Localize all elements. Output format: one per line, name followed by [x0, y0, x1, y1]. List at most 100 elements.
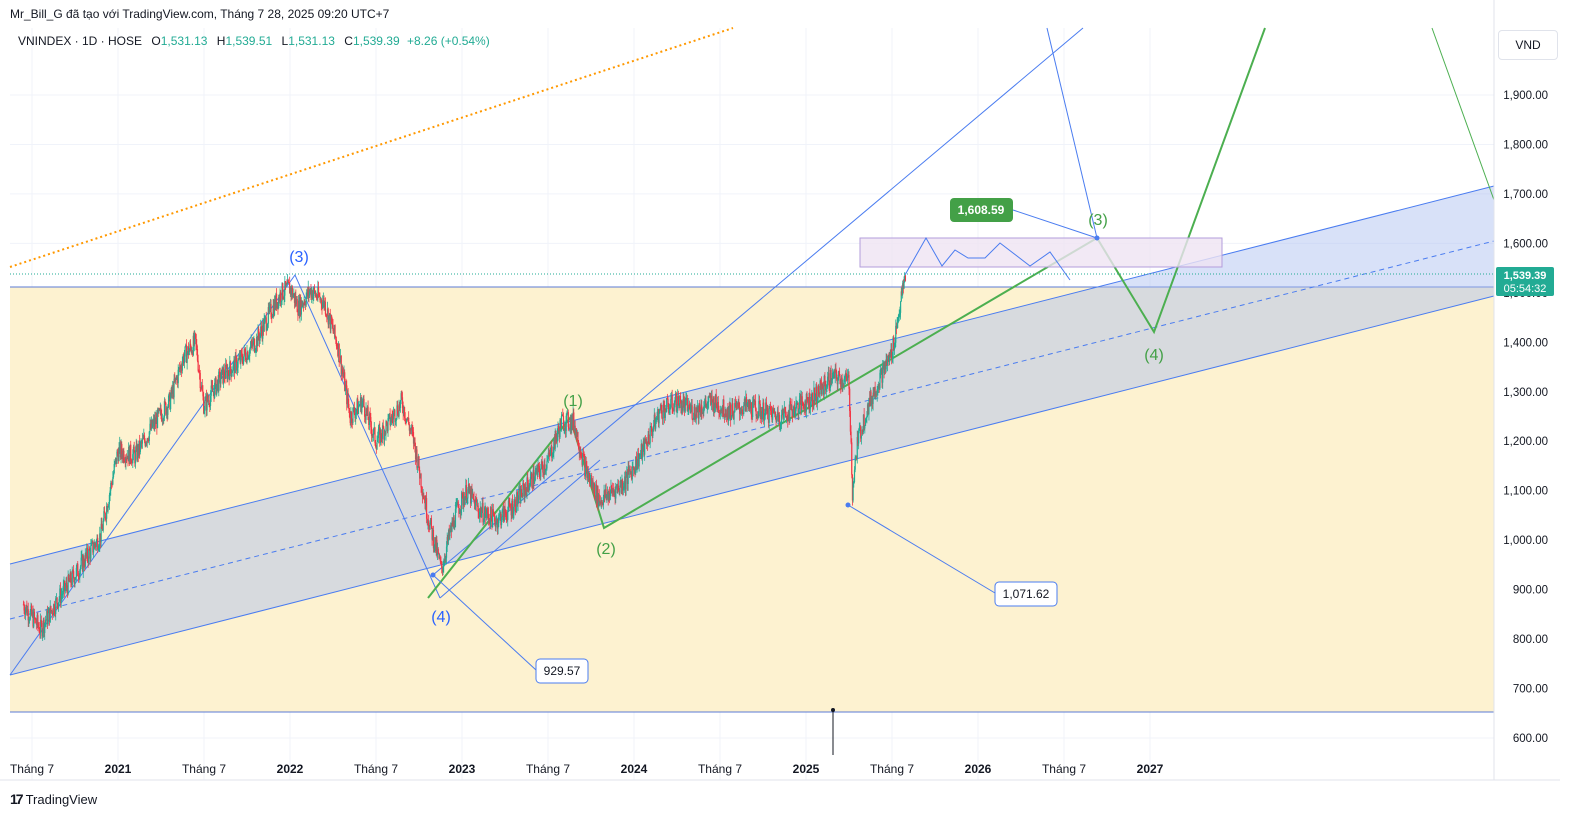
candle-body: [608, 492, 610, 501]
candle-body: [519, 487, 521, 504]
label-929-box[interactable]: 929.57: [535, 658, 589, 684]
candle-body: [875, 394, 878, 396]
candle-body: [655, 418, 657, 420]
candle-body: [219, 371, 221, 384]
candle-body: [666, 397, 668, 412]
candle-body: [254, 351, 256, 353]
candle-body: [513, 504, 515, 514]
candle-body: [311, 290, 313, 300]
candle-body: [863, 414, 865, 429]
candle-body: [677, 396, 679, 409]
candle-body: [166, 408, 168, 415]
symbol-legend[interactable]: VNINDEX · 1D · HOSE O1,531.13 H1,539.51 …: [18, 34, 490, 48]
candle-body: [61, 594, 63, 596]
candle-body: [53, 604, 55, 616]
label-1608-box[interactable]: 1,608.59: [950, 198, 1013, 222]
candle-body: [556, 433, 558, 442]
candle-body: [48, 608, 51, 623]
candle-body: [292, 295, 294, 298]
candle-body: [412, 431, 415, 444]
candle-body: [30, 605, 32, 611]
candle-body: [320, 298, 322, 305]
candle-body: [48, 608, 50, 613]
candle-body: [688, 404, 690, 410]
candle-body: [372, 428, 375, 435]
candle-body: [70, 582, 73, 586]
candle-body: [238, 358, 240, 360]
candle-body: [335, 339, 338, 347]
time-axis: Tháng 7 2021 Tháng 7 2022 Tháng 7 2023 Tháng 7…: [10, 762, 1164, 776]
candle-body: [594, 496, 596, 500]
candle-body: [639, 455, 641, 457]
candle-body: [869, 391, 871, 407]
candle-body: [721, 408, 723, 411]
symbol-name[interactable]: VNINDEX · 1D · HOSE: [18, 34, 143, 48]
candle-body: [750, 402, 752, 409]
candle-body: [835, 368, 837, 372]
candle-body: [454, 508, 457, 528]
candle-body: [674, 401, 676, 405]
candle-body: [675, 393, 677, 412]
candle-body: [388, 414, 390, 419]
candle-body: [881, 368, 883, 383]
candle-body: [62, 594, 64, 596]
candle-body: [132, 454, 134, 464]
candle-body: [370, 417, 372, 428]
candle-body: [536, 467, 538, 471]
candle-body: [366, 408, 368, 414]
candle-body: [410, 427, 413, 431]
candle-body: [465, 485, 467, 497]
candle-body: [751, 414, 753, 418]
candle-body: [880, 368, 882, 373]
candle-body: [279, 292, 281, 302]
candle-body: [215, 377, 217, 395]
candle-body: [365, 408, 367, 420]
candle-body: [160, 408, 162, 415]
candle-body: [901, 291, 903, 295]
candle-body: [200, 388, 202, 389]
candle-body: [221, 367, 223, 370]
candle-body: [900, 291, 902, 302]
candle-body: [603, 490, 605, 498]
candle-body: [26, 605, 28, 615]
candle-body: [653, 425, 655, 430]
candle-body: [540, 461, 543, 469]
candle-body: [677, 396, 679, 406]
candle-body: [478, 512, 480, 518]
candle-body: [251, 343, 254, 347]
candle-body: [866, 404, 869, 417]
candle-body: [417, 456, 419, 467]
long-blue-trendline: [432, 27, 1084, 576]
green-wave-3-label: (3): [1088, 212, 1108, 229]
candle-body: [439, 557, 441, 562]
candle-body: [384, 431, 386, 435]
candle-body: [844, 377, 846, 379]
candle-body: [799, 395, 801, 400]
candle-body: [326, 315, 328, 316]
candle-body: [244, 348, 246, 353]
candle-body: [883, 363, 885, 374]
tradingview-footer[interactable]: 17 TradingView: [10, 791, 97, 807]
candle-body: [384, 431, 386, 440]
candle-body: [639, 453, 642, 456]
candle-body: [58, 598, 60, 603]
candle-body: [143, 435, 145, 439]
candle-body: [450, 525, 452, 531]
candle-body: [468, 483, 470, 494]
candle-body: [704, 400, 706, 405]
candle-body: [248, 356, 250, 357]
candle-body: [643, 441, 645, 455]
candle-body: [845, 372, 847, 377]
time-tick-label: Tháng 7: [698, 762, 742, 776]
candle-body: [284, 281, 286, 296]
currency-button[interactable]: VND: [1498, 30, 1558, 60]
candle-body: [461, 492, 463, 510]
candle-body: [684, 399, 686, 412]
candle-body: [34, 618, 36, 620]
label-1071-box[interactable]: 1,071.62: [994, 581, 1058, 607]
candle-body: [263, 319, 265, 332]
candle-body: [226, 367, 228, 379]
candle-body: [266, 328, 268, 331]
candle-body: [418, 456, 420, 470]
